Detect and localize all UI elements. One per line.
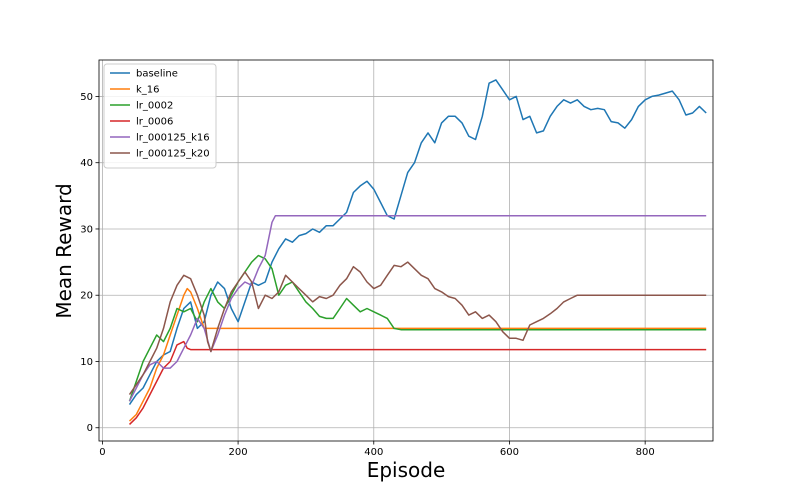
x-tick-label: 200 <box>229 447 248 458</box>
series-line-lr-0006 <box>128 340 707 425</box>
x-tick-label: 800 <box>636 447 655 458</box>
y-axis-ticks: 0 10 20 30 40 50 <box>80 92 99 434</box>
legend-label: baseline <box>136 69 178 80</box>
series-line-baseline <box>128 79 707 406</box>
legend-label: lr_000125_k16 <box>136 133 210 144</box>
legend: baseline k_16 lr_0002 lr_0006 lr_000125_k16l… <box>103 63 217 169</box>
legend-box <box>103 63 217 169</box>
legend-label: lr_0006 <box>136 117 173 128</box>
series-lines <box>128 79 707 425</box>
y-tick-label: 0 <box>87 423 93 434</box>
y-tick-label: 20 <box>80 291 93 302</box>
series-line-k-16 <box>128 287 707 422</box>
series-line-lr-000125-k16 <box>128 214 707 402</box>
x-tick-label: 600 <box>500 447 519 458</box>
x-tick-label: 400 <box>364 447 383 458</box>
y-axis-title: Mean Reward <box>52 183 76 318</box>
plot-frame <box>98 59 714 442</box>
x-axis-title: Episode <box>367 458 446 482</box>
y-tick-label: 50 <box>80 92 93 103</box>
legend-label: k_16 <box>136 85 160 96</box>
x-axis-ticks: 0 200 400 600 800 <box>99 441 655 458</box>
x-tick-label: 0 <box>99 447 105 458</box>
y-tick-label: 30 <box>80 224 93 235</box>
y-tick-label: 10 <box>80 357 93 368</box>
gridlines <box>99 60 713 441</box>
series-line-lr-000125-k20 <box>128 261 707 396</box>
legend-label: lr_000125_k20 <box>136 149 210 160</box>
series-line-lr-0002 <box>128 254 707 402</box>
legend-label: lr_0002 <box>136 101 173 112</box>
y-tick-label: 40 <box>80 158 93 169</box>
